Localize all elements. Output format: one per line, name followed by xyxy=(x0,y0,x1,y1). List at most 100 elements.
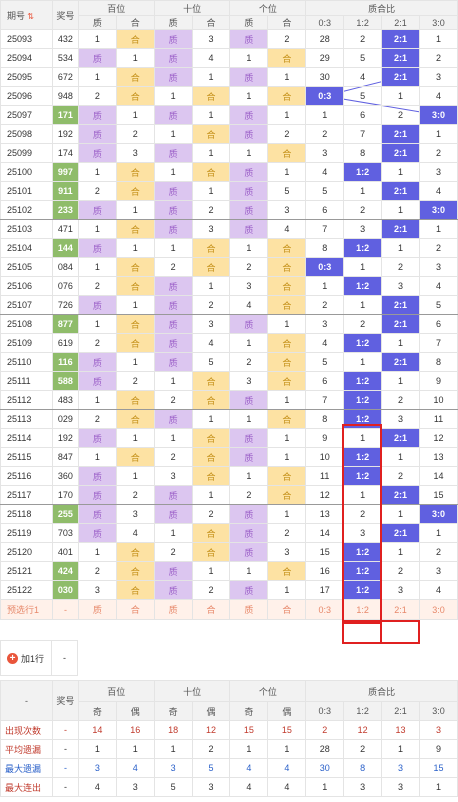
issue-cell: 25117 xyxy=(0,485,53,505)
prize-cell: 174 xyxy=(51,143,79,163)
prize-cell: 588 xyxy=(51,371,79,391)
ratio-omit-cell: 1 xyxy=(418,219,458,239)
prize-cell: 192 xyxy=(51,124,79,144)
ratio-omit-cell: 1 xyxy=(381,238,420,258)
he-cell: 合 xyxy=(267,333,307,353)
ratio-omit-cell: 4 xyxy=(418,86,458,106)
prize-cell: 029 xyxy=(51,409,79,429)
ratio-omit-cell: 6 xyxy=(418,314,458,334)
stats-value: 3 xyxy=(381,777,420,797)
issue-cell: 25122 xyxy=(0,580,53,600)
stats-value: 3 xyxy=(418,720,458,740)
add-row-button[interactable]: + 加1行 xyxy=(0,640,52,676)
stats-row: 出现次数 -14 16 18 12 15 15 2 12 13 3 xyxy=(0,720,458,740)
ratio-hit-cell: 1:2 xyxy=(343,390,383,410)
prize-cell: 703 xyxy=(51,523,79,543)
predict-cell[interactable]: 3:0 xyxy=(418,599,458,620)
predict-cell[interactable]: 合 xyxy=(267,599,307,620)
issue-cell: 25115 xyxy=(0,447,53,467)
predict-cell[interactable]: 合 xyxy=(191,599,231,620)
issue-cell: 25120 xyxy=(0,542,53,562)
omit-cell: 1 xyxy=(77,257,117,277)
ratio-omit-cell: 14 xyxy=(418,466,458,486)
omit-cell: 1 xyxy=(229,466,269,486)
predict-cell[interactable]: 质 xyxy=(77,599,117,620)
he-cell: 合 xyxy=(267,371,307,391)
omit-cell: 1 xyxy=(229,86,269,106)
omit-cell: 1 xyxy=(191,143,231,163)
stats-table: - 奖号 百位 十位 个位 质合比 奇 偶 奇 偶 奇 偶 0:3 1:2 2:… xyxy=(0,680,458,797)
ratio-omit-cell: 15 xyxy=(305,542,345,562)
stats-value: 1 xyxy=(418,777,458,797)
add-row-dash: - xyxy=(52,640,78,676)
he-cell: 合 xyxy=(115,409,155,429)
ratio-omit-cell: 1 xyxy=(381,542,420,562)
omit-cell: 1 xyxy=(191,276,231,296)
zhi-cell: 质 xyxy=(153,181,193,201)
table-row: 25095 672 1 合质 1 质 1 30 4 2:1 3 xyxy=(0,67,458,87)
stats-head-odd: 奇 xyxy=(229,701,269,721)
table-row: 25107 726 质 1 质 2 4 合 2 1 2:1 5 xyxy=(0,295,458,315)
ratio-omit-cell: 1 xyxy=(381,504,420,524)
omit-cell: 2 xyxy=(115,124,155,144)
predict-cell[interactable]: 质 xyxy=(153,599,193,620)
omit-cell: 2 xyxy=(267,124,307,144)
header-issue[interactable]: 期号 ⇅ xyxy=(0,0,53,30)
omit-cell: 3 xyxy=(267,542,307,562)
zhi-cell: 质 xyxy=(77,48,117,68)
stats-value: 8 xyxy=(343,758,383,778)
stats-value: 4 xyxy=(115,758,155,778)
he-cell: 合 xyxy=(267,466,307,486)
predict-cell[interactable]: 0:3 xyxy=(305,599,345,620)
issue-cell: 25113 xyxy=(0,409,53,429)
ratio-hit-cell: 2:1 xyxy=(381,295,420,315)
stats-value: 15 xyxy=(418,758,458,778)
issue-cell: 25103 xyxy=(0,219,53,239)
ratio-hit-cell: 1:2 xyxy=(343,542,383,562)
omit-cell: 1 xyxy=(153,86,193,106)
omit-cell: 2 xyxy=(115,485,155,505)
omit-cell: 4 xyxy=(191,48,231,68)
ratio-hit-cell: 2:1 xyxy=(381,219,420,239)
ratio-omit-cell: 2 xyxy=(343,200,383,220)
zhi-cell: 质 xyxy=(229,523,269,543)
predict-cell[interactable]: 2:1 xyxy=(381,599,420,620)
zhi-cell: 质 xyxy=(229,542,269,562)
he-cell: 合 xyxy=(191,523,231,543)
issue-cell: 25110 xyxy=(0,352,53,372)
predict-cell[interactable]: 质 xyxy=(229,599,269,620)
issue-cell: 25102 xyxy=(0,200,53,220)
header-r12: 1:2 xyxy=(343,15,383,30)
sort-arrows-icon[interactable]: ⇅ xyxy=(25,11,34,21)
ratio-omit-cell: 3 xyxy=(381,580,420,600)
issue-cell: 25094 xyxy=(0,48,53,68)
omit-cell: 4 xyxy=(229,295,269,315)
table-row: 25110 116 质 1 质 5 2 合 5 1 2:1 8 xyxy=(0,352,458,372)
omit-cell: 1 xyxy=(191,561,231,581)
omit-cell: 1 xyxy=(229,238,269,258)
stats-value: 16 xyxy=(115,720,155,740)
ratio-hit-cell: 2:1 xyxy=(381,428,420,448)
prize-cell: 534 xyxy=(51,48,79,68)
table-row: 25118 255 质 3 质 2 质 1 13 2 1 3:0 xyxy=(0,504,458,524)
predict-cell[interactable]: 合 xyxy=(115,599,155,620)
stats-value: 1 xyxy=(267,739,307,759)
ratio-hit-cell: 1:2 xyxy=(343,447,383,467)
omit-cell: 3 xyxy=(115,504,155,524)
ratio-omit-cell: 8 xyxy=(343,143,383,163)
issue-cell: 25105 xyxy=(0,257,53,277)
issue-cell: 25121 xyxy=(0,561,53,581)
zhi-cell: 质 xyxy=(77,504,117,524)
ratio-omit-cell: 2 xyxy=(305,295,345,315)
zhi-cell: 质 xyxy=(77,466,117,486)
predict-cell[interactable]: 1:2 xyxy=(343,599,383,620)
predict-row[interactable]: 预选行1- 质合质合质合 0:3 1:2 2:1 3:0 xyxy=(0,599,458,620)
omit-cell: 1 xyxy=(153,523,193,543)
omit-cell: 1 xyxy=(115,295,155,315)
he-cell: 合 xyxy=(115,86,155,106)
zhi-cell: 质 xyxy=(229,390,269,410)
ratio-omit-cell: 3 xyxy=(381,276,420,296)
stats-head-odd: 奇 xyxy=(153,701,193,721)
header-ge-zhi: 质 xyxy=(229,15,269,30)
zhi-cell: 质 xyxy=(229,580,269,600)
